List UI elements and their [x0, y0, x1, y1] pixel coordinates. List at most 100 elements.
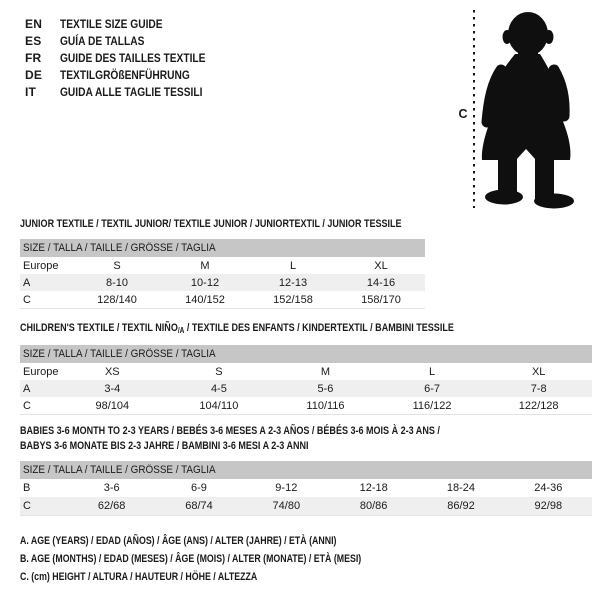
row-label: C: [23, 399, 31, 412]
babies-title-line2: BABYS 3-6 MONATE BIS 2-3 JAHRE / BAMBINI…: [20, 440, 309, 452]
table-cell: 3-6: [103, 482, 120, 494]
table-cell: 92/98: [534, 500, 563, 512]
table-cell: 122/128: [518, 399, 559, 412]
table-cell: 80/86: [359, 500, 388, 512]
table-row: C 128/140 140/152 152/158 158/170: [20, 291, 425, 308]
table-cell: 68/74: [185, 500, 213, 512]
language-list: EN TEXTILE SIZE GUIDE ES GUÍA DE TALLAS …: [25, 15, 231, 100]
children-section-title: CHILDREN'S TEXTILE / TEXTIL NIÑO/A / TEX…: [20, 321, 549, 338]
language-code: DE: [25, 67, 43, 82]
table-cell: L: [429, 365, 436, 378]
table-cell: XL: [531, 365, 546, 378]
babies-title-line1: BABIES 3-6 MONTH TO 2-3 YEARS / BEBÉS 3-…: [20, 425, 440, 437]
language-title: GUIDE DES TAILLES TEXTILE: [60, 50, 206, 65]
row-label: Europe: [23, 365, 59, 378]
note-text: B. AGE (MONTHS) / EDAD (MESES) / ÂGE (MO…: [20, 553, 362, 565]
row-label: B: [23, 482, 31, 494]
language-title: TEXTILE SIZE GUIDE: [60, 16, 163, 31]
table-cell: 18-24: [446, 482, 476, 494]
note-text: A. AGE (YEARS) / EDAD (AÑOS) / ÂGE (ANS)…: [20, 535, 337, 547]
junior-section-title: JUNIOR TEXTILE / TEXTIL JUNIOR/ TEXTILE …: [20, 217, 485, 232]
language-code: FR: [25, 50, 42, 65]
table-cell: 152/158: [273, 293, 313, 306]
size-header-bar: SIZE / TALLA / TAILLE / GRÖSSE / TAGLIA: [20, 345, 592, 363]
babies-size-table: SIZE / TALLA / TAILLE / GRÖSSE / TAGLIA …: [20, 461, 592, 516]
table-cell: 128/140: [97, 293, 137, 306]
language-title: TEXTILGRÖßENFÜHRUNG: [60, 67, 190, 82]
table-row: B 3-6 6-9 9-12 12-18 18-24 24-36: [20, 479, 592, 497]
table-cell: 3-4: [104, 382, 121, 395]
table-row: Europe S M L XL: [20, 257, 425, 274]
language-code: EN: [25, 16, 43, 31]
table-cell: 86/92: [447, 500, 475, 512]
table-row: C 98/104 104/110 110/116 116/122 122/128: [20, 397, 592, 414]
table-cell: 5-6: [317, 382, 334, 395]
table-row: A 8-10 10-12 12-13 14-16: [20, 274, 425, 291]
table-cell: S: [113, 259, 121, 272]
junior-size-table: SIZE / TALLA / TAILLE / GRÖSSE / TAGLIA …: [20, 239, 425, 309]
size-header-bar: SIZE / TALLA / TAILLE / GRÖSSE / TAGLIA: [20, 239, 425, 257]
language-row-es: ES GUÍA DE TALLAS: [25, 32, 231, 49]
legend-notes: A. AGE (YEARS) / EDAD (AÑOS) / ÂGE (ANS)…: [20, 532, 447, 586]
table-cell: 14-16: [366, 276, 396, 289]
table-row: A 3-4 4-5 5-6 6-7 7-8: [20, 380, 592, 397]
table-cell: 104/110: [199, 399, 239, 412]
size-header-bar: SIZE / TALLA / TAILLE / GRÖSSE / TAGLIA: [20, 461, 592, 479]
table-cell: XS: [104, 365, 120, 378]
size-header-text: SIZE / TALLA / TAILLE / GRÖSSE / TAGLIA: [23, 348, 216, 360]
language-code: IT: [25, 84, 37, 99]
table-cell: L: [289, 259, 297, 272]
language-row-fr: FR GUIDE DES TAILLES TEXTILE: [25, 49, 231, 66]
table-cell: 74/80: [272, 500, 301, 512]
table-cell: 12-18: [359, 482, 388, 494]
table-cell: 7-8: [530, 382, 547, 395]
toddler-body: [481, 12, 574, 209]
children-title-subscript: /A: [177, 326, 185, 335]
table-cell: XL: [374, 259, 388, 272]
children-size-table: SIZE / TALLA / TAILLE / GRÖSSE / TAGLIA …: [20, 345, 592, 415]
table-cell: 8-10: [105, 276, 129, 289]
table-cell: 12-13: [278, 276, 308, 289]
table-cell: 10-12: [190, 276, 220, 289]
children-title-part1: CHILDREN'S TEXTILE / TEXTIL NIÑO: [20, 322, 178, 334]
table-cell: 6-7: [424, 382, 441, 395]
table-cell: 110/116: [306, 399, 345, 412]
language-row-it: IT GUIDA ALLE TAGLIE TESSILI: [25, 83, 231, 100]
toddler-silhouette-icon: [473, 10, 574, 209]
table-cell: 6-9: [191, 482, 207, 494]
row-label: A: [23, 276, 31, 289]
language-code: ES: [25, 33, 42, 48]
table-cell: S: [215, 365, 223, 378]
table-cell: 24-36: [534, 482, 563, 494]
row-label: Europe: [23, 259, 59, 272]
table-cell: 158/170: [361, 293, 401, 306]
table-cell: 140/152: [185, 293, 225, 306]
language-row-en: EN TEXTILE SIZE GUIDE: [25, 15, 231, 32]
row-label: A: [23, 382, 31, 395]
table-cell: M: [320, 365, 331, 378]
language-title: GUIDA ALLE TAGLIE TESSILI: [60, 84, 203, 99]
junior-title-text: JUNIOR TEXTILE / TEXTIL JUNIOR/ TEXTILE …: [20, 218, 402, 230]
table-cell: 116/122: [412, 399, 452, 412]
language-title: GUÍA DE TALLAS: [60, 33, 145, 48]
children-title-part2: / TEXTILE DES ENFANTS / KINDERTEXTIL / B…: [184, 322, 454, 334]
note-height-cm: C. (cm) HEIGHT / ALTURA / HAUTEUR / HÖHE…: [20, 568, 447, 586]
table-row: Europe XS S M L XL: [20, 363, 592, 380]
note-age-years: A. AGE (YEARS) / EDAD (AÑOS) / ÂGE (ANS)…: [20, 532, 447, 550]
size-header-text: SIZE / TALLA / TAILLE / GRÖSSE / TAGLIA: [23, 464, 216, 476]
language-row-de: DE TEXTILGRÖßENFÜHRUNG: [25, 66, 231, 83]
note-text: C. (cm) HEIGHT / ALTURA / HAUTEUR / HÖHE…: [20, 571, 258, 583]
babies-section-title: BABIES 3-6 MONTH TO 2-3 YEARS / BEBÉS 3-…: [20, 424, 532, 454]
size-header-text: SIZE / TALLA / TAILLE / GRÖSSE / TAGLIA: [23, 242, 216, 254]
height-measure-label: C: [458, 107, 468, 121]
table-cell: 4-5: [210, 382, 227, 395]
children-title-text: CHILDREN'S TEXTILE / TEXTIL NIÑO/A / TEX…: [20, 321, 454, 338]
table-row: C 62/68 68/74 74/80 80/86 86/92 92/98: [20, 497, 592, 515]
note-age-months: B. AGE (MONTHS) / EDAD (MESES) / ÂGE (MO…: [20, 550, 447, 568]
table-cell: 9-12: [275, 482, 298, 494]
table-cell: M: [200, 259, 210, 272]
row-label: C: [23, 293, 31, 306]
table-cell: 98/104: [95, 399, 130, 412]
row-label: C: [23, 500, 31, 512]
